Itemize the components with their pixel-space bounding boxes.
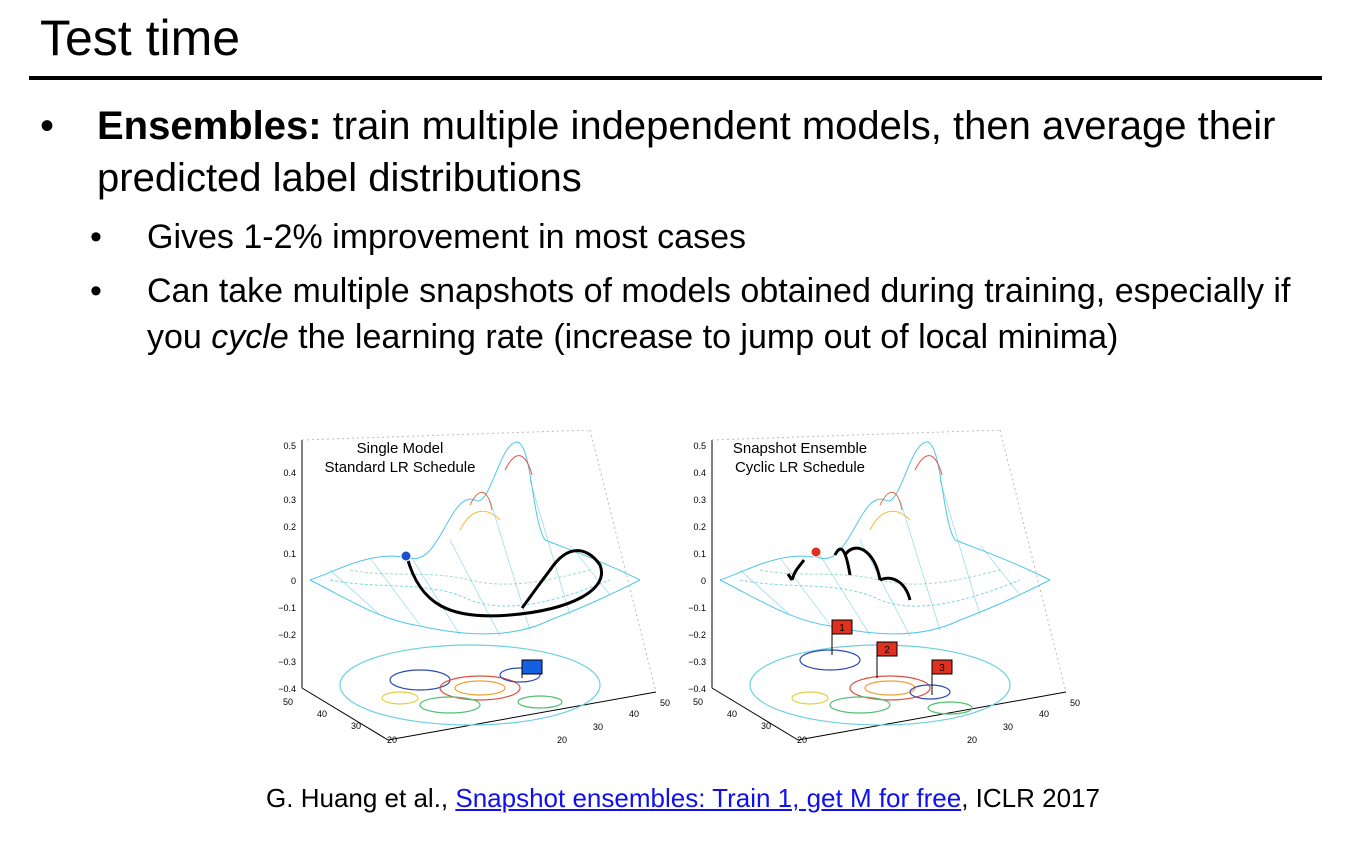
y-tick: 20 [967, 735, 977, 745]
sub-bullet-snapshots: Can take multiple snapshots of models ob… [147, 268, 1317, 360]
axis-frame [711, 429, 1067, 741]
citation: G. Huang et al., Snapshot ensembles: Tra… [0, 780, 1366, 816]
y-tick: 30 [593, 722, 603, 732]
figure-title-line2: Cyclic LR Schedule [735, 459, 865, 476]
z-tick: −0.4 [278, 684, 296, 694]
loss-surface [309, 441, 641, 635]
z-tick: −0.1 [688, 603, 706, 613]
x-tick: 20 [797, 735, 807, 745]
title-underline [29, 76, 1322, 80]
figure-snapshot-ensemble: 0.5 0.4 0.3 0.2 0.1 0 −0.1 −0.2 −0.3 −0.… [680, 429, 1080, 755]
x-tick: 50 [283, 697, 293, 707]
y-axis-ticks: 20 30 40 50 [967, 698, 1080, 745]
figure-title-line2: Standard LR Schedule [325, 459, 476, 476]
bullet-marker: • [40, 104, 55, 148]
y-tick: 50 [1070, 698, 1080, 708]
y-tick: 40 [629, 709, 639, 719]
y-axis-ticks: 20 30 40 50 [557, 698, 670, 745]
snapshot-flag-label: 2 [884, 645, 890, 656]
start-point [400, 550, 412, 562]
z-tick: 0 [701, 576, 706, 586]
model-flag [521, 659, 543, 675]
y-tick: 30 [1003, 722, 1013, 732]
sub-bullet-text-post: the learning rate (increase to jump out … [288, 318, 1119, 356]
snapshot-flag-2 [876, 641, 898, 657]
citation-authors: G. Huang et al., [266, 783, 456, 813]
x-tick: 40 [317, 709, 327, 719]
x-axis-ticks: 50 40 30 20 [283, 697, 397, 745]
x-tick: 40 [727, 709, 737, 719]
z-tick: 0.2 [283, 522, 296, 532]
x-tick: 30 [761, 721, 771, 731]
axis-frame [301, 429, 657, 741]
citation-venue: , ICLR 2017 [961, 783, 1100, 813]
z-tick: 0.4 [693, 468, 706, 478]
z-tick: 0.1 [693, 549, 706, 559]
slide-title: Test time [40, 10, 241, 66]
sub-bullet-improvement: Gives 1-2% improvement in most cases [147, 218, 746, 256]
snapshot-flag-1 [831, 619, 853, 635]
contour-lines [749, 644, 1011, 726]
snapshot-flags: 1 2 3 [831, 619, 953, 695]
snapshot-flag-label: 1 [839, 623, 845, 634]
z-tick: −0.2 [688, 630, 706, 640]
snapshot-flag-3 [931, 659, 953, 675]
z-tick: 0.2 [693, 522, 706, 532]
z-tick: 0.5 [283, 441, 296, 451]
z-tick: 0.4 [283, 468, 296, 478]
y-tick: 40 [1039, 709, 1049, 719]
z-tick: 0.1 [283, 549, 296, 559]
contour-lines [339, 644, 601, 726]
grid-wires [329, 479, 611, 637]
snapshot-flag-label: 3 [939, 663, 945, 674]
z-tick: −0.3 [688, 657, 706, 667]
z-tick: 0.3 [283, 495, 296, 505]
z-axis-ticks: 0.5 0.4 0.3 0.2 0.1 0 −0.1 −0.2 −0.3 −0.… [688, 441, 706, 694]
x-tick: 30 [351, 721, 361, 731]
sub-bullet-marker: • [90, 218, 102, 256]
x-axis-ticks: 50 40 30 20 [693, 697, 807, 745]
paper-link[interactable]: Snapshot ensembles: Train 1, get M for f… [455, 783, 962, 813]
x-tick: 20 [387, 735, 397, 745]
sub-bullet-marker: • [90, 272, 102, 310]
y-tick: 50 [660, 698, 670, 708]
start-point [810, 546, 822, 558]
z-tick: 0.3 [693, 495, 706, 505]
bullet-description: train multiple independent models, then … [97, 104, 1276, 200]
z-tick: −0.2 [278, 630, 296, 640]
grid-wires [739, 479, 1021, 637]
figure-title-line1: Snapshot Ensemble [733, 440, 867, 457]
z-tick: −0.3 [278, 657, 296, 667]
z-tick: 0 [291, 576, 296, 586]
bullet-ensembles: Ensembles: train multiple independent mo… [97, 100, 1337, 204]
figure-title-line1: Single Model [357, 440, 444, 457]
sub-bullet-text-pre: Can take multiple snapshots of models ob… [147, 272, 1291, 356]
z-tick: −0.1 [278, 603, 296, 613]
x-tick: 50 [693, 697, 703, 707]
optimization-trajectory-cyclic [786, 546, 912, 601]
optimization-trajectory [405, 549, 603, 618]
figure-single-model: 0.5 0.4 0.3 0.2 0.1 0 −0.1 −0.2 −0.3 −0.… [270, 429, 670, 755]
z-tick: 0.5 [693, 441, 706, 451]
z-tick: −0.4 [688, 684, 706, 694]
bullet-bold-term: Ensembles: [97, 104, 322, 148]
y-tick: 20 [557, 735, 567, 745]
z-axis-ticks: 0.5 0.4 0.3 0.2 0.1 0 −0.1 −0.2 −0.3 −0.… [278, 441, 296, 694]
sub-bullet-italic-term: cycle [211, 318, 289, 356]
